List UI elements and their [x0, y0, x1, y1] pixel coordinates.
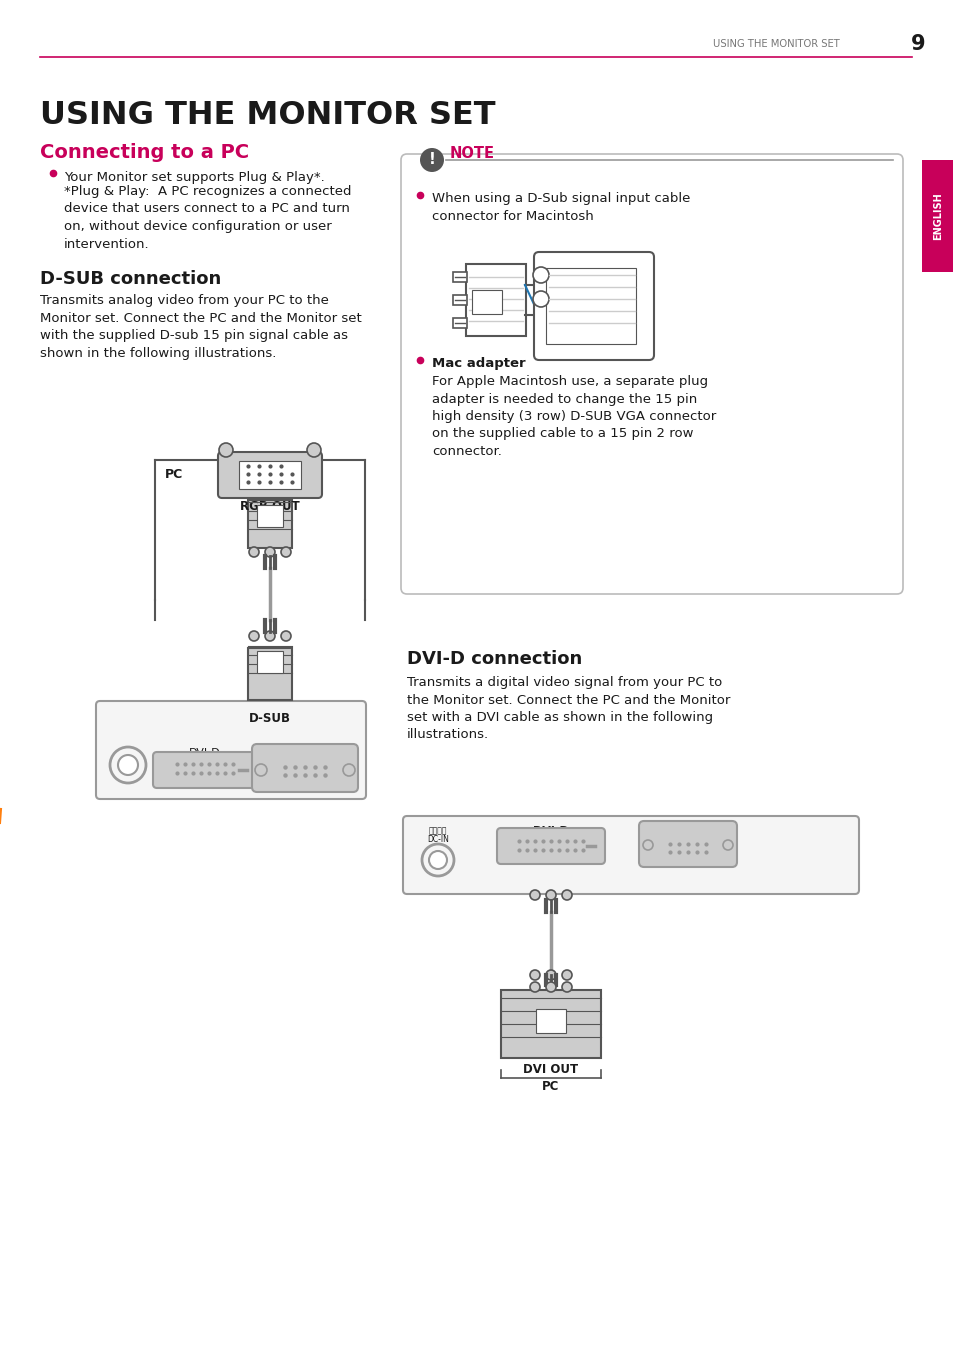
FancyBboxPatch shape: [921, 160, 953, 272]
Circle shape: [343, 764, 355, 776]
Text: USING THE MONITOR SET: USING THE MONITOR SET: [713, 39, 840, 49]
FancyBboxPatch shape: [218, 452, 322, 497]
FancyBboxPatch shape: [248, 648, 292, 700]
FancyBboxPatch shape: [252, 744, 357, 793]
Text: PC: PC: [165, 468, 183, 481]
FancyBboxPatch shape: [96, 701, 366, 799]
FancyBboxPatch shape: [453, 272, 467, 282]
Circle shape: [530, 890, 539, 900]
Text: PC: PC: [541, 1080, 559, 1093]
Circle shape: [110, 747, 146, 783]
Circle shape: [118, 755, 138, 775]
Text: D-SUB: D-SUB: [249, 712, 291, 725]
FancyBboxPatch shape: [256, 506, 283, 527]
Circle shape: [642, 840, 652, 851]
Text: ENGLISH: ENGLISH: [932, 193, 942, 240]
Text: DVI-D: DVI-D: [533, 826, 568, 836]
Circle shape: [533, 291, 548, 307]
Circle shape: [249, 547, 258, 557]
Text: DVI-D: DVI-D: [189, 748, 220, 758]
Text: DC-IN: DC-IN: [427, 834, 449, 844]
Text: *Plug & Play:  A PC recognizes a connected
device that users connect to a PC and: *Plug & Play: A PC recognizes a connecte…: [64, 185, 351, 251]
FancyBboxPatch shape: [497, 828, 604, 864]
Text: !: !: [428, 152, 435, 167]
Circle shape: [419, 148, 443, 173]
Text: 电源输入: 电源输入: [118, 748, 137, 758]
FancyBboxPatch shape: [152, 752, 256, 789]
Circle shape: [561, 890, 572, 900]
FancyBboxPatch shape: [639, 821, 737, 867]
FancyBboxPatch shape: [534, 252, 654, 360]
FancyBboxPatch shape: [400, 154, 902, 594]
Text: Transmits analog video from your PC to the
Monitor set. Connect the PC and the M: Transmits analog video from your PC to t…: [40, 294, 361, 360]
Text: DC-IN: DC-IN: [117, 758, 139, 766]
Circle shape: [281, 631, 291, 642]
Circle shape: [545, 981, 556, 992]
Text: USING THE MONITOR SET: USING THE MONITOR SET: [40, 100, 495, 131]
FancyBboxPatch shape: [536, 1010, 565, 1033]
Circle shape: [429, 851, 447, 869]
Circle shape: [545, 971, 556, 980]
Circle shape: [307, 443, 320, 457]
Text: NOTE: NOTE: [450, 146, 495, 160]
Circle shape: [421, 844, 454, 876]
Text: RGB OUT: RGB OUT: [240, 500, 299, 514]
Circle shape: [722, 840, 732, 851]
FancyBboxPatch shape: [453, 295, 467, 305]
Circle shape: [561, 981, 572, 992]
Text: Mac adapter: Mac adapter: [432, 357, 525, 369]
Circle shape: [281, 547, 291, 557]
FancyBboxPatch shape: [239, 461, 301, 489]
Circle shape: [545, 890, 556, 900]
Text: DVI OUT: DVI OUT: [523, 1064, 578, 1076]
Circle shape: [530, 981, 539, 992]
FancyBboxPatch shape: [402, 816, 858, 894]
FancyBboxPatch shape: [453, 318, 467, 328]
FancyBboxPatch shape: [248, 500, 292, 549]
Text: 电源输入: 电源输入: [428, 826, 447, 834]
Text: 9: 9: [910, 34, 925, 54]
Text: When using a D-Sub signal input cable
connector for Macintosh: When using a D-Sub signal input cable co…: [432, 191, 690, 222]
Circle shape: [265, 631, 274, 642]
Circle shape: [530, 971, 539, 980]
Circle shape: [254, 764, 267, 776]
Text: Your Monitor set supports Plug & Play*.: Your Monitor set supports Plug & Play*.: [64, 171, 324, 183]
Text: DVI-D connection: DVI-D connection: [407, 650, 581, 669]
Text: D-SUB: D-SUB: [667, 826, 707, 836]
Circle shape: [249, 631, 258, 642]
Text: Transmits a digital video signal from your PC to
the Monitor set. Connect the PC: Transmits a digital video signal from yo…: [407, 675, 730, 741]
FancyBboxPatch shape: [545, 268, 636, 344]
FancyBboxPatch shape: [465, 264, 525, 336]
Circle shape: [219, 443, 233, 457]
FancyBboxPatch shape: [256, 651, 283, 673]
Text: Connecting to a PC: Connecting to a PC: [40, 143, 249, 162]
Circle shape: [533, 267, 548, 283]
Text: D-SUB connection: D-SUB connection: [40, 270, 221, 288]
FancyBboxPatch shape: [500, 989, 600, 1058]
FancyBboxPatch shape: [472, 290, 501, 314]
Circle shape: [265, 547, 274, 557]
Text: For Apple Macintosh use, a separate plug
adapter is needed to change the 15 pin
: For Apple Macintosh use, a separate plug…: [432, 375, 716, 458]
Circle shape: [561, 971, 572, 980]
